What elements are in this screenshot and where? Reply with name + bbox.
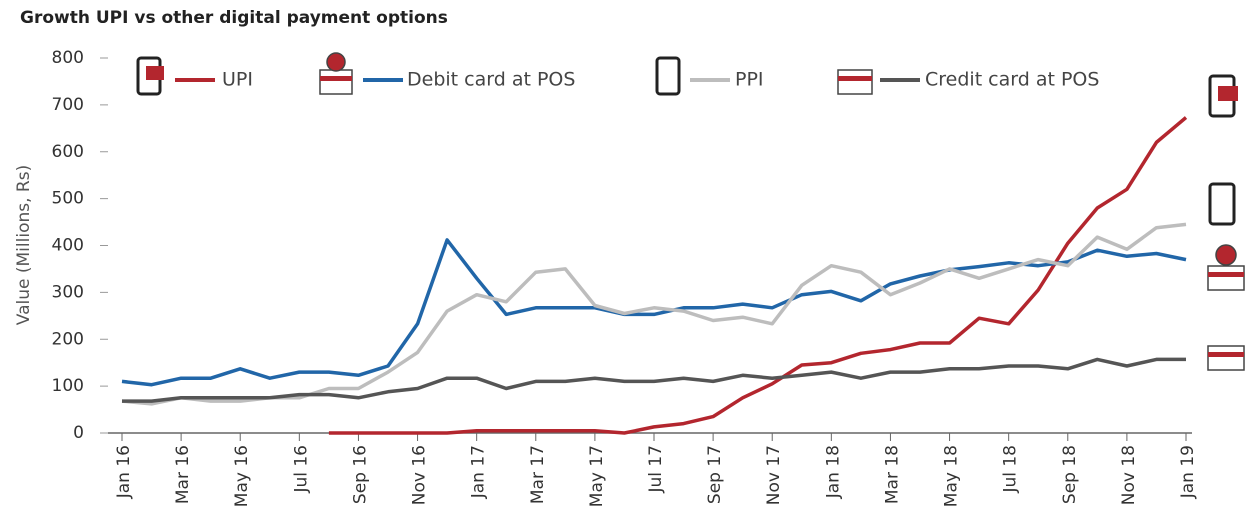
y-tick-label: 0 (73, 423, 84, 443)
legend-label: Credit card at POS (925, 69, 1099, 91)
y-tick-label: 800 (52, 48, 84, 68)
x-tick-label: Jul 17 (646, 445, 666, 494)
y-tick-label: 500 (52, 189, 84, 209)
x-tick-label: Sep 16 (350, 445, 370, 504)
series-line (328, 116, 1188, 435)
x-tick-label: May 17 (587, 445, 607, 507)
x-tick-label: Sep 18 (1060, 445, 1080, 504)
y-axis-label: Value (Millions, Rs) (14, 165, 34, 325)
x-tick-label: Jul 16 (291, 445, 311, 494)
chart-title: Growth UPI vs other digital payment opti… (20, 8, 448, 28)
series-line (121, 222, 1187, 406)
legend-label: PPI (735, 69, 764, 91)
icons (136, 52, 1245, 371)
x-tick-label: Nov 16 (410, 445, 430, 505)
x-tick-label: Mar 18 (882, 445, 902, 504)
series-line (122, 357, 1186, 403)
x-tick-label: Jan 16 (114, 445, 134, 499)
y-tick-label: 100 (52, 376, 84, 396)
x-tick-label: Sep 17 (705, 445, 725, 504)
x-tick-label: May 18 (942, 445, 962, 507)
x-tick-label: Nov 18 (1119, 445, 1139, 505)
x-tick-label: Jan 17 (469, 445, 489, 499)
x-tick-label: Mar 16 (173, 445, 193, 504)
y-tick-label: 300 (52, 282, 84, 302)
x-tick-label: Jan 19 (1178, 445, 1198, 499)
legend-label: Debit card at POS (407, 69, 575, 91)
x-tick-label: Nov 17 (764, 445, 784, 505)
y-tick-label: 400 (52, 236, 84, 256)
legend-label: UPI (222, 69, 253, 91)
y-tick-label: 600 (52, 142, 84, 162)
x-tick-label: May 16 (232, 445, 252, 507)
y-tick-label: 700 (52, 95, 84, 115)
y-tick-label: 200 (52, 329, 84, 349)
x-tick-label: Jul 18 (1001, 445, 1021, 494)
x-tick-label: Mar 17 (528, 445, 548, 504)
series-line (121, 238, 1187, 387)
x-tick-label: Jan 18 (823, 445, 843, 499)
